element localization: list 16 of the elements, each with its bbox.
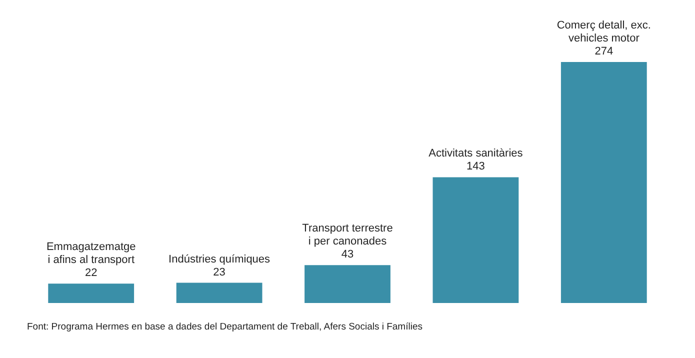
x-tick-label: Comerç detall, exc. vehicles motor (556, 20, 651, 44)
bar (560, 62, 647, 303)
x-tick-label: Activitats sanitàries (428, 148, 524, 160)
data-label: 43 (341, 248, 354, 261)
text: Font: Programa Hermes en base a dades del Departament de Treball, Afers Socials i Famílies (27, 322, 423, 332)
data-label: 22 (84, 267, 98, 280)
bar (48, 284, 134, 303)
x-tick-label: Indústries químiques (168, 253, 271, 266)
bar (432, 177, 519, 303)
data-label: 274 (594, 46, 614, 58)
x-tick-label: Emmagatzematge i afins al transport (46, 241, 136, 266)
x-tick-label: Transport terrestre i per canonades (302, 222, 393, 248)
data-label: 23 (213, 266, 226, 278)
data-label: 143 (466, 160, 485, 173)
bar (176, 282, 262, 303)
bar (304, 265, 390, 303)
